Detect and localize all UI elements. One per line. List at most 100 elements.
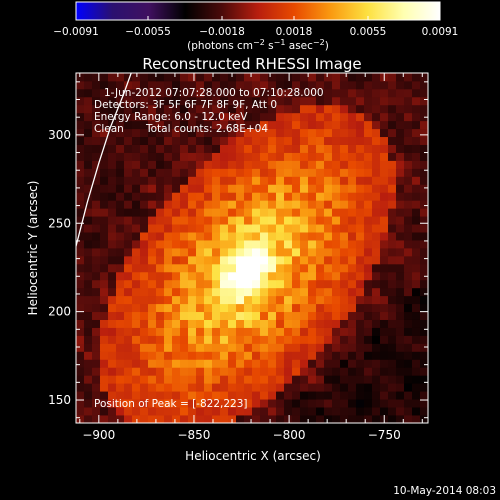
heatmap-cell <box>76 168 85 177</box>
heatmap-cell <box>92 176 101 185</box>
heatmap-cell <box>76 327 85 336</box>
heatmap-cell <box>356 184 365 193</box>
heatmap-cell <box>116 88 125 98</box>
heatmap-cell <box>180 383 189 392</box>
heatmap-cell <box>388 383 397 392</box>
heatmap-cell <box>348 383 357 392</box>
heatmap-cell <box>332 232 341 241</box>
heatmap-cell <box>260 152 269 161</box>
heatmap-cell <box>220 319 229 328</box>
heatmap-cell <box>236 367 245 376</box>
heatmap-cell <box>308 96 317 106</box>
heatmap-cell <box>372 96 381 106</box>
heatmap-cell <box>172 160 181 169</box>
heatmap-cell <box>84 152 93 161</box>
heatmap-cell <box>356 192 365 201</box>
heatmap-cell <box>300 255 309 265</box>
heatmap-cell <box>276 295 285 305</box>
heatmap-cell <box>332 144 341 153</box>
heatmap-cell <box>372 351 381 360</box>
heatmap-cell <box>276 216 285 225</box>
heatmap-cell <box>100 160 109 169</box>
heatmap-cell <box>84 327 93 336</box>
heatmap-cell <box>300 216 309 225</box>
heatmap-cell <box>196 160 205 169</box>
heatmap-cell <box>172 399 181 408</box>
heatmap-cell <box>140 216 149 225</box>
heatmap-cell <box>244 367 253 376</box>
heatmap-cell <box>388 73 397 82</box>
heatmap-cell <box>388 144 397 153</box>
heatmap-cell <box>404 311 413 320</box>
heatmap-cell <box>316 112 325 122</box>
heatmap-cell <box>412 240 421 249</box>
heatmap-cell <box>380 327 389 336</box>
heatmap-cell <box>364 120 373 130</box>
heatmap-cell <box>212 367 221 376</box>
heatmap-cell <box>356 271 365 281</box>
heatmap-cell <box>116 224 125 233</box>
heatmap-cell <box>404 160 413 169</box>
heatmap-cell <box>236 240 245 249</box>
heatmap-cell <box>196 200 205 209</box>
heatmap-cell <box>388 136 397 145</box>
heatmap-cell <box>244 383 253 392</box>
heatmap-cell <box>284 248 293 257</box>
heatmap-cell <box>204 351 213 360</box>
heatmap-cell <box>388 248 397 257</box>
heatmap-cell <box>316 279 325 289</box>
heatmap-cell <box>332 168 341 177</box>
heatmap-cell <box>84 88 93 98</box>
heatmap-cell <box>212 359 221 368</box>
heatmap-cell <box>252 319 261 328</box>
heatmap-cell <box>196 136 205 145</box>
heatmap-cell <box>396 255 405 265</box>
heatmap-cell <box>220 240 229 249</box>
heatmap-cell <box>140 184 149 193</box>
heatmap-cell <box>420 407 428 416</box>
heatmap-cell <box>292 383 301 392</box>
heatmap-cell <box>292 311 301 320</box>
heatmap-cell <box>212 399 221 408</box>
heatmap-cell <box>196 359 205 368</box>
heatmap-cell <box>284 311 293 320</box>
heatmap-cell <box>404 96 413 106</box>
heatmap-cell <box>164 319 173 328</box>
heatmap-cell <box>244 73 253 82</box>
heatmap-cell <box>188 152 197 161</box>
heatmap-cell <box>292 271 301 281</box>
heatmap-cell <box>172 295 181 305</box>
heatmap-cell <box>412 216 421 225</box>
heatmap-cell <box>220 343 229 352</box>
heatmap-cell <box>220 295 229 305</box>
heatmap-cell <box>324 128 333 138</box>
heatmap-cell <box>204 335 213 344</box>
heatmap-cell <box>372 112 381 122</box>
heatmap-cell <box>108 120 117 130</box>
heatmap-cell <box>92 263 101 273</box>
heatmap-cell <box>268 367 277 376</box>
heatmap-cell <box>324 287 333 297</box>
heatmap-cell <box>132 144 141 153</box>
heatmap-cell <box>308 367 317 376</box>
heatmap-cell <box>412 176 421 185</box>
heatmap-cell <box>180 271 189 281</box>
heatmap-cell <box>204 375 213 384</box>
heatmap-cell <box>116 152 125 161</box>
heatmap-cell <box>316 208 325 217</box>
heatmap-cell <box>180 112 189 122</box>
heatmap-cell <box>188 216 197 225</box>
heatmap-cell <box>84 383 93 392</box>
heatmap-cell <box>84 391 93 400</box>
heatmap-cell <box>172 255 181 265</box>
heatmap-cell <box>332 112 341 122</box>
heatmap-cell <box>212 104 221 114</box>
heatmap-cell <box>364 335 373 344</box>
heatmap-cell <box>268 335 277 344</box>
heatmap-cell <box>156 73 165 82</box>
heatmap-cell <box>292 375 301 384</box>
heatmap-cell <box>108 216 117 225</box>
heatmap-cell <box>252 343 261 352</box>
heatmap-cell <box>164 168 173 177</box>
